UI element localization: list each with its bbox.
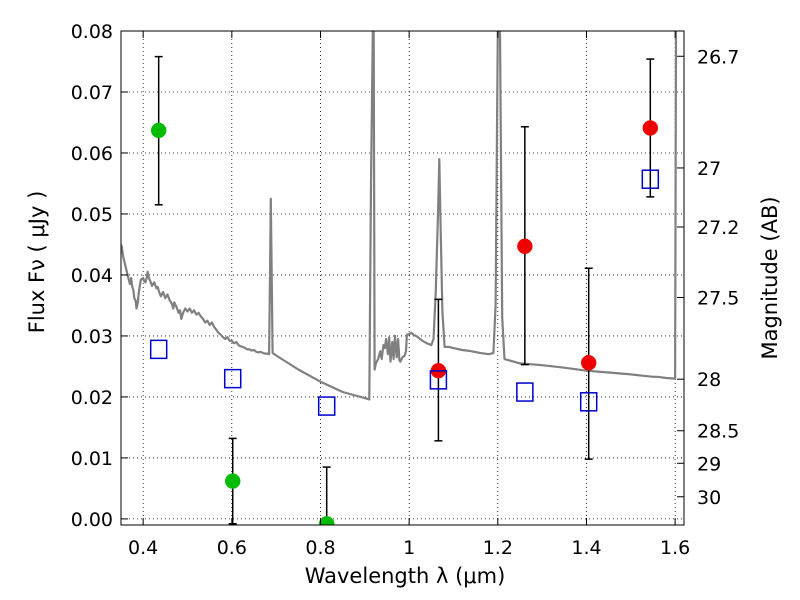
model-flux-square xyxy=(641,169,660,189)
model-flux-square xyxy=(429,370,448,390)
model-flux-square xyxy=(579,392,598,412)
y-tick-label: 0.05 xyxy=(71,204,113,226)
model-flux-square xyxy=(223,368,242,389)
y-tick-label: 0.02 xyxy=(71,387,113,409)
right-tick-label: 28 xyxy=(697,369,721,391)
green-data-point xyxy=(318,516,335,525)
right-tick-label: 29 xyxy=(697,453,721,475)
model-flux-square xyxy=(516,382,534,402)
y-tick-label: 0.01 xyxy=(71,448,113,470)
x-tick-label: 1.6 xyxy=(660,537,690,559)
x-tick-label: 1 xyxy=(403,537,415,559)
red-data-point xyxy=(517,238,533,255)
red-data-point xyxy=(580,355,597,371)
right-tick-label: 28.5 xyxy=(697,421,739,443)
points-layer xyxy=(149,55,660,525)
ticks: 0.4 0.6 0.8 1 1.2 1.4 1.6 0.00 0.01 0.02 0.03 0.04 0… xyxy=(71,21,740,559)
right-tick-label: 27.5 xyxy=(697,287,739,309)
green-data-point xyxy=(150,122,167,139)
green-data-point xyxy=(224,473,241,489)
x-tick-label: 1.2 xyxy=(483,537,513,559)
model-flux-square xyxy=(149,339,168,360)
model-flux-square xyxy=(317,396,336,416)
right-tick-label: 26.7 xyxy=(697,46,739,68)
y-tick-label: 0.06 xyxy=(71,143,113,165)
x-tick-label: 0.6 xyxy=(217,537,247,559)
red-data-point xyxy=(642,120,659,136)
right-tick-label: 30 xyxy=(697,487,721,509)
spectrum-layer xyxy=(121,31,678,401)
x-tick-label: 0.4 xyxy=(128,537,158,559)
x-tick-label: 0.8 xyxy=(305,537,335,559)
right-tick-label: 27 xyxy=(697,158,721,180)
y-right-axis-label: Magnitude (AB) xyxy=(758,196,782,359)
y-tick-label: 0.03 xyxy=(71,326,113,348)
y-axis-label: Flux Fν ( μJy ) xyxy=(25,191,49,334)
spectrum-line xyxy=(121,31,678,401)
y-tick-label: 0.08 xyxy=(71,21,113,43)
y-tick-label: 0.07 xyxy=(71,82,113,104)
x-axis-label: Wavelength λ (μm) xyxy=(305,564,506,588)
right-tick-label: 27.2 xyxy=(697,217,739,239)
plot-frame xyxy=(120,30,685,526)
x-tick-label: 1.4 xyxy=(571,537,601,559)
y-tick-label: 0.04 xyxy=(71,265,113,287)
y-tick-label: 0.00 xyxy=(71,509,113,531)
